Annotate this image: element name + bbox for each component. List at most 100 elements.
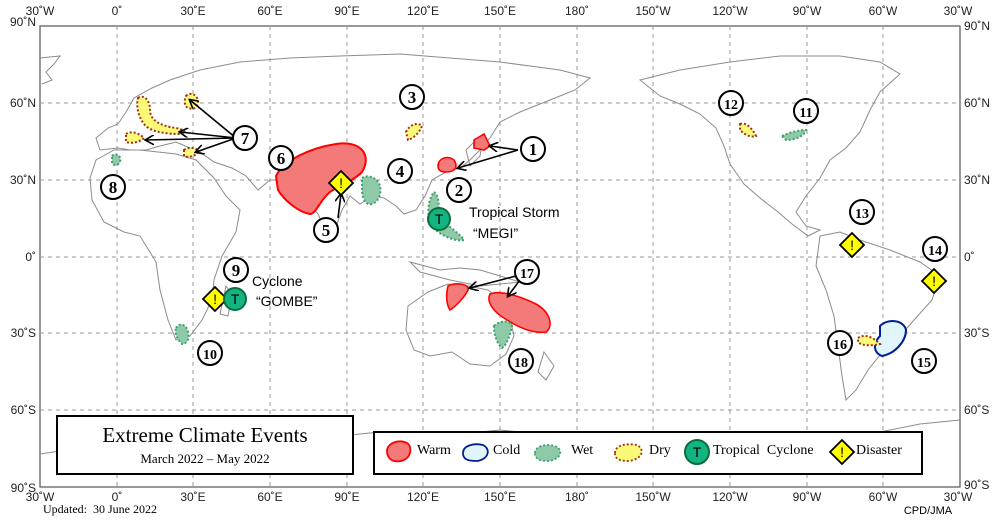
- legend-dry-icon: [614, 443, 643, 462]
- lat-label: 30˚S: [964, 326, 990, 340]
- event-number: 8: [109, 178, 118, 197]
- lon-label: 90˚W: [792, 4, 822, 18]
- lon-label: 30˚E: [180, 4, 206, 18]
- lat-label: 0˚: [25, 250, 36, 264]
- lon-label: 0˚: [111, 490, 123, 504]
- dry-area-12: [739, 122, 758, 138]
- tropical-cyclone-icon-gombe: T: [223, 287, 247, 311]
- lon-label: 90˚E: [334, 4, 360, 18]
- lon-label: 120˚E: [406, 490, 440, 504]
- event-number: 14: [928, 244, 942, 259]
- map-title: Extreme Climate Events: [102, 423, 308, 447]
- lon-label: 30˚W: [943, 490, 973, 504]
- event-number: 16: [833, 338, 847, 353]
- svg-text:T: T: [693, 444, 702, 460]
- lon-label: 150˚W: [635, 490, 671, 504]
- event-number: 2: [455, 181, 464, 200]
- legend-tropical-cyclone-icon: T: [684, 439, 710, 465]
- lon-label: 90˚W: [792, 490, 822, 504]
- lat-label: 90˚S: [964, 478, 990, 492]
- event-number: 13: [855, 207, 869, 222]
- lon-label: 60˚E: [257, 4, 283, 18]
- dry-area-7c: [125, 131, 146, 144]
- legend-wet-icon: [534, 444, 562, 462]
- legend-cold-label: Cold: [493, 443, 521, 458]
- tropical-cyclone-icon-megi: T: [427, 207, 451, 231]
- warm-area-1b: [437, 156, 457, 173]
- legend-warm-icon: [386, 440, 412, 463]
- lon-label: 30˚W: [25, 4, 55, 18]
- event-number: 17: [520, 267, 534, 282]
- warm-area-17b: [488, 291, 551, 334]
- lat-label: 30˚N: [964, 173, 991, 187]
- gombe-label-2: “GOMBE”: [256, 293, 318, 309]
- legend-wet-label: Wet: [571, 443, 594, 458]
- legend-disaster-icon: !: [828, 438, 856, 466]
- legend-disaster-label: Disaster: [856, 443, 902, 458]
- svg-text:!: !: [339, 175, 343, 191]
- lat-label: 30˚S: [10, 326, 36, 340]
- event-number: 3: [408, 88, 417, 107]
- lat-label: 60˚N: [9, 96, 36, 110]
- lon-label: 0˚: [111, 4, 123, 18]
- legend-tropical-cyclone-label: Tropical Cyclone: [713, 443, 814, 458]
- lat-label: 30˚N: [9, 173, 36, 187]
- event-number: 15: [917, 356, 931, 371]
- lat-label: 90˚S: [10, 481, 36, 495]
- event-number: 5: [322, 221, 331, 240]
- lon-label: 180˚: [564, 4, 590, 18]
- lon-label: 60˚W: [868, 490, 898, 504]
- wet-area-8: [111, 153, 122, 166]
- warm-area-17a: [445, 283, 469, 312]
- dry-area-3: [404, 123, 424, 142]
- event-number: 11: [799, 106, 812, 121]
- legend-cold-icon: [462, 443, 489, 462]
- lon-label: 90˚E: [334, 490, 360, 504]
- gombe-label-1: Cyclone: [252, 273, 303, 289]
- event-number: 4: [396, 162, 405, 181]
- svg-text:T: T: [435, 211, 444, 227]
- lon-label: 150˚E: [483, 4, 517, 18]
- wet-area-10: [174, 323, 190, 346]
- lon-label: 150˚E: [483, 490, 517, 504]
- lon-label: 60˚W: [868, 4, 898, 18]
- lat-label: 60˚S: [964, 403, 990, 417]
- disaster-markers: ! ! ! !: [201, 169, 948, 313]
- tc-markers: T T: [223, 207, 451, 311]
- lon-label: 180˚: [564, 490, 590, 504]
- svg-text:T: T: [231, 291, 240, 307]
- wet-area-11: [780, 128, 808, 142]
- lon-label: 30˚E: [180, 490, 206, 504]
- disaster-icon-14: !: [920, 267, 948, 295]
- lat-label: 0˚: [964, 250, 975, 264]
- lon-label: 30˚W: [943, 4, 973, 18]
- disaster-icon-13: !: [838, 231, 866, 259]
- event-number: 6: [277, 149, 286, 168]
- event-number: 1: [529, 140, 538, 159]
- megi-label-2: “MEGI”: [473, 225, 518, 241]
- svg-text:!: !: [840, 444, 844, 460]
- megi-label-1: Tropical Storm: [469, 204, 560, 220]
- lon-label: 120˚E: [406, 4, 440, 18]
- storm-annotations: Tropical Storm “MEGI” Cyclone “GOMBE”: [252, 204, 560, 309]
- title-box: Extreme Climate Events March 2022 – May …: [56, 415, 354, 475]
- lon-label: 60˚E: [257, 490, 283, 504]
- lat-label: 90˚N: [9, 15, 36, 29]
- event-number: 10: [203, 348, 217, 363]
- lat-label: 90˚N: [964, 19, 991, 33]
- svg-text:!: !: [213, 291, 217, 307]
- updated-date: Updated: 30 June 2022: [43, 502, 157, 516]
- svg-text:!: !: [850, 237, 854, 253]
- event-number: 9: [232, 261, 241, 280]
- legend-symbols: T !: [386, 438, 856, 466]
- event-number: 18: [514, 356, 528, 371]
- event-number: 7: [241, 129, 250, 148]
- legend-dry-label: Dry: [649, 443, 671, 458]
- dry-area-16: [857, 335, 882, 347]
- lat-label: 60˚S: [10, 403, 36, 417]
- disaster-icon-9: !: [201, 285, 229, 313]
- arrows: [146, 100, 521, 296]
- event-numbers: 1 2 3 4 5 6 7 8 9 10 11 12 13 14 15 16 1…: [109, 88, 942, 371]
- warm-area-1a: [473, 132, 492, 151]
